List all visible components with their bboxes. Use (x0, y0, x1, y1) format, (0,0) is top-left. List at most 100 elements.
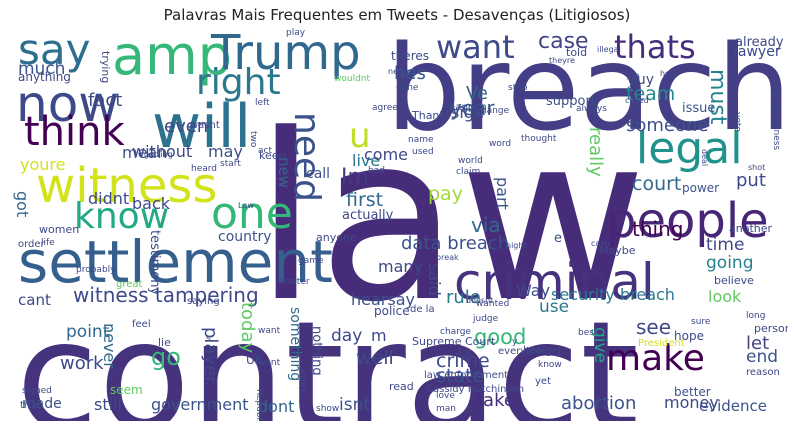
cloud-word: called (625, 96, 649, 105)
cloud-word: cant (18, 291, 51, 309)
cloud-word: play (286, 28, 306, 38)
cloud-word: got (13, 191, 32, 218)
cloud-word: end (746, 347, 779, 367)
cloud-word: heard (191, 164, 218, 174)
cloud-word: job (627, 71, 640, 80)
cloud-word: first (346, 189, 384, 211)
cloud-word: actually (342, 208, 394, 223)
cloud-word: e (554, 231, 562, 246)
cloud-word: must (705, 69, 730, 125)
cloud-word: go (151, 343, 181, 371)
cloud-word: want (436, 28, 515, 66)
cloud-word: m (371, 326, 387, 345)
cloud-word: guy (628, 72, 655, 88)
cloud-word: shot (748, 163, 766, 172)
cloud-word: break (436, 253, 459, 262)
cloud-word: contract (16, 290, 639, 421)
cloud-word: life (41, 238, 55, 248)
cloud-word: nothing (309, 326, 324, 376)
cloud-word: take (476, 390, 515, 411)
cloud-word: criminal (454, 253, 655, 311)
cloud-word: fact (88, 90, 123, 111)
cloud-word: amp (112, 27, 232, 87)
cloud-word: point (66, 322, 110, 342)
cloud-word: work (60, 353, 104, 374)
cloud-word: best (578, 328, 598, 338)
cloud-word: probably (76, 265, 116, 275)
cloud-word: well (356, 347, 394, 369)
cloud-word: women (39, 223, 80, 236)
cloud-word: settlement (18, 228, 333, 296)
cloud-word: know (538, 360, 562, 370)
cloud-word: live (352, 151, 381, 170)
cloud-word: theyre (549, 56, 575, 65)
cloud-word: better (674, 385, 711, 399)
cloud-word: Ve (466, 83, 488, 104)
cloud-word: issue (682, 101, 716, 116)
cloud-word: money (664, 393, 719, 412)
cloud-word: crime (436, 350, 490, 372)
cloud-word: deal (700, 149, 709, 167)
cloud-word: Law (238, 201, 254, 210)
cloud-word: legal (636, 123, 743, 174)
cloud-word: thing (632, 217, 684, 241)
cloud-word: one (211, 188, 293, 239)
cloud-word: told (566, 46, 588, 59)
cloud-word: Thank (412, 109, 446, 122)
cloud-word: vote (732, 112, 742, 132)
cloud-word: testimony (147, 230, 162, 296)
cloud-word: cash (591, 239, 610, 248)
cloud-word: really (585, 127, 606, 177)
cloud-word: police (374, 304, 410, 318)
cloud-word: used (412, 147, 434, 157)
cloud-word: state (436, 365, 485, 387)
cloud-word: show (316, 404, 340, 414)
cloud-word: may (208, 142, 243, 161)
cloud-word: everything (498, 346, 552, 357)
cloud-word: witness (36, 158, 218, 214)
cloud-word: via (471, 213, 501, 237)
cloud-word: abortion (561, 393, 637, 414)
cloud-word: back (132, 194, 171, 213)
cloud-word: order (18, 239, 45, 250)
cloud-word: will (152, 92, 252, 162)
cloud-word: let (746, 333, 770, 354)
cloud-word: long (746, 311, 766, 321)
cloud-word: charge (440, 327, 471, 337)
cloud-word: country (218, 229, 272, 245)
cloud-word: Supreme Court (412, 335, 496, 348)
cloud-word: someone (626, 115, 709, 136)
cloud-word: hope (674, 329, 704, 343)
cloud-word: seem (110, 383, 143, 397)
cloud-word: witness tampering (73, 283, 259, 307)
cloud-word: wouldnt (334, 74, 371, 84)
cloud-word: keep (259, 149, 286, 162)
cloud-word: Way (516, 281, 551, 300)
cloud-word: game (298, 256, 324, 266)
cloud-word: man (436, 404, 456, 414)
cloud-word: hearing (523, 345, 562, 356)
cloud-word: bad (368, 166, 385, 176)
cloud-word: anything (18, 70, 71, 84)
cloud-word: now (16, 75, 120, 133)
cloud-word: Republican (254, 389, 264, 421)
cloud-word: Im (341, 165, 369, 190)
cloud-word: government (151, 395, 249, 414)
cloud-word: even (164, 116, 209, 137)
cloud-word: put (736, 170, 766, 191)
cloud-word: surprise witness (771, 77, 781, 151)
cloud-word: isnt (339, 395, 371, 415)
cloud-word: person (754, 322, 788, 335)
cloud-word: President (638, 338, 685, 349)
cloud-word: think (24, 109, 125, 155)
cloud-word: youre (20, 155, 66, 174)
chart-title: Palavras Mais Frequentes em Tweets - Des… (163, 6, 631, 24)
cloud-word: anyone (316, 231, 357, 244)
cloud-word: two (248, 131, 258, 148)
cloud-word: didnt (88, 189, 130, 208)
cloud-word: u (349, 116, 371, 156)
cloud-word: right (196, 62, 281, 103)
cloud-word: stop (508, 83, 528, 93)
cloud-word: start (220, 159, 241, 169)
cloud-word: mean (122, 143, 168, 162)
